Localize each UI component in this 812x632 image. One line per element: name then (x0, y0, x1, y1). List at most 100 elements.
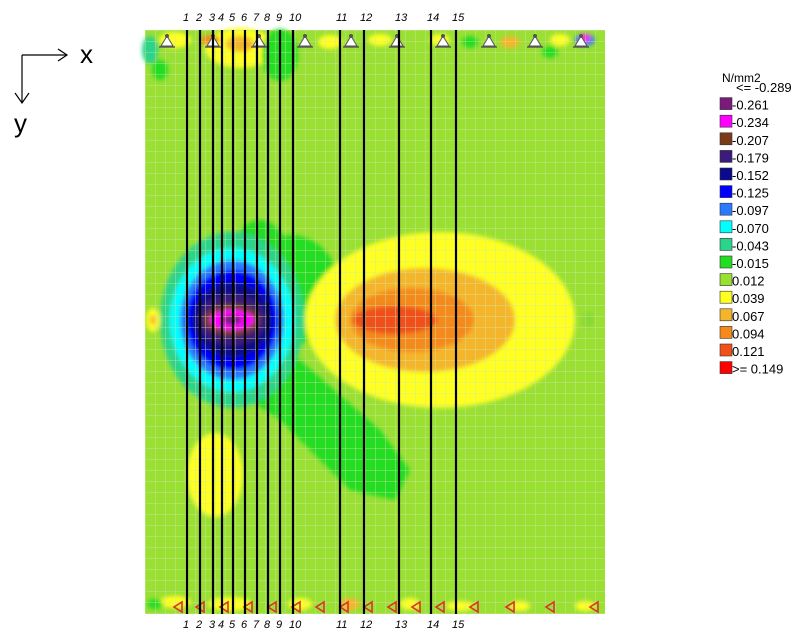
legend-item: 0.039 (719, 290, 765, 306)
axis-indicator: x y (14, 39, 93, 138)
section-label-bottom: 5 (229, 619, 236, 631)
legend-label: <= -0.289 (736, 80, 792, 95)
legend-label: -0.097 (732, 203, 769, 218)
section-label-top: 14 (427, 12, 439, 24)
legend-label: 0.039 (732, 291, 765, 306)
support-icon (314, 600, 325, 614)
legend-swatch (719, 132, 733, 146)
section-label-top: 6 (241, 12, 248, 24)
legend-item: -0.234 (719, 114, 769, 130)
section-label-top: 13 (395, 12, 408, 24)
section-label-bottom: 15 (452, 619, 465, 631)
legend-item: -0.125 (719, 185, 769, 201)
legend-swatch (719, 255, 733, 269)
legend-item: -0.043 (719, 238, 769, 253)
legend-label: 0.012 (732, 274, 765, 289)
section-label-bottom: 10 (289, 619, 302, 631)
section-label-bottom: 7 (253, 619, 260, 631)
section-label-bottom: 14 (427, 619, 439, 631)
legend-label: 0.094 (732, 326, 765, 341)
legend-item: -0.015 (719, 255, 769, 271)
legend-item: >= 0.149 (719, 361, 783, 377)
support-icon (468, 600, 479, 614)
legend-label: -0.152 (732, 168, 769, 183)
legend-item: -0.179 (719, 150, 769, 165)
legend-swatch (719, 220, 733, 234)
support-icon (266, 600, 277, 614)
support-icon (504, 600, 515, 614)
legend-item: 0.094 (719, 326, 765, 341)
section-labels-top: 1 2 3 4 5 6 7 8 9 10 11 12 13 14 15 (183, 12, 465, 24)
legend-swatch (719, 202, 733, 216)
section-label-bottom: 6 (241, 619, 248, 631)
legend-item: -0.070 (719, 220, 769, 236)
legend-label: -0.207 (732, 133, 769, 148)
legend-swatch (719, 114, 733, 128)
x-axis-label: x (80, 39, 93, 69)
section-label-bottom: 12 (360, 619, 372, 631)
legend-label: >= 0.149 (732, 362, 783, 377)
support-icon (290, 600, 301, 614)
legend-item: -0.261 (719, 97, 769, 113)
legend-swatch (719, 290, 733, 304)
section-label-top: 9 (276, 12, 282, 24)
legend-item: -0.097 (719, 202, 769, 218)
section-label-bottom: 1 (183, 619, 189, 631)
support-icon (527, 34, 543, 48)
section-label-top: 7 (253, 12, 260, 24)
support-icon (362, 600, 373, 614)
legend-item: 0.121 (719, 343, 765, 359)
support-icon (386, 600, 397, 614)
section-label-top: 12 (360, 12, 372, 24)
support-icon (172, 600, 183, 614)
legend-item: 0.012 (719, 273, 765, 289)
legend-label: -0.179 (732, 150, 769, 165)
section-label-bottom: 11 (336, 619, 347, 631)
section-label-top: 10 (289, 12, 302, 24)
section-labels-bottom: 1 2 3 4 5 6 7 8 9 10 11 12 13 14 15 (183, 619, 465, 631)
support-icon (588, 600, 599, 614)
section-label-top: 5 (229, 12, 236, 24)
section-label-bottom: 3 (209, 619, 216, 631)
y-axis-arrowhead (14, 92, 30, 105)
legend-label: -0.043 (732, 238, 769, 253)
section-label-top: 8 (264, 12, 271, 24)
support-icon (338, 600, 349, 614)
legend-swatch (719, 185, 733, 198)
legend-swatch (719, 343, 733, 357)
legend-swatch (719, 273, 733, 286)
section-label-top: 3 (209, 12, 216, 24)
legend-swatch (719, 308, 733, 322)
support-icon (573, 34, 589, 48)
contour-plate (142, 28, 605, 614)
x-axis-arrowhead (57, 48, 69, 62)
legend-swatch (719, 167, 733, 181)
section-label-bottom: 8 (264, 619, 271, 631)
section-label-bottom: 13 (395, 619, 408, 631)
legend-label: -0.070 (732, 221, 769, 236)
section-label-top: 2 (195, 12, 202, 24)
legend-swatch (719, 97, 733, 110)
support-icon (410, 600, 421, 614)
legend-swatch (719, 361, 733, 374)
support-icon (297, 34, 313, 48)
section-label-bottom: 9 (276, 619, 282, 631)
legend-label: 0.067 (732, 309, 765, 324)
legend-items: <= -0.289 -0.261 -0.234 -0.207 -0.179 -0.152 -… (719, 80, 792, 377)
section-lines (185, 30, 458, 614)
y-axis-label: y (14, 108, 27, 138)
legend-label: -0.015 (732, 256, 769, 271)
section-label-top: 1 (183, 12, 189, 24)
legend-label: -0.125 (732, 186, 769, 201)
support-icon (434, 600, 445, 614)
legend-unit: N/mm2 (722, 71, 761, 85)
section-label-top: 15 (452, 12, 465, 24)
section-label-top: 4 (218, 12, 224, 24)
legend: N/mm2 <= -0.289 -0.261 -0.234 -0.207 -0.179 -… (719, 71, 792, 377)
support-icon (242, 600, 253, 614)
support-icon (544, 600, 555, 614)
section-label-bottom: 2 (195, 619, 202, 631)
support-icon (435, 34, 451, 48)
legend-item: <= -0.289 (736, 80, 792, 95)
